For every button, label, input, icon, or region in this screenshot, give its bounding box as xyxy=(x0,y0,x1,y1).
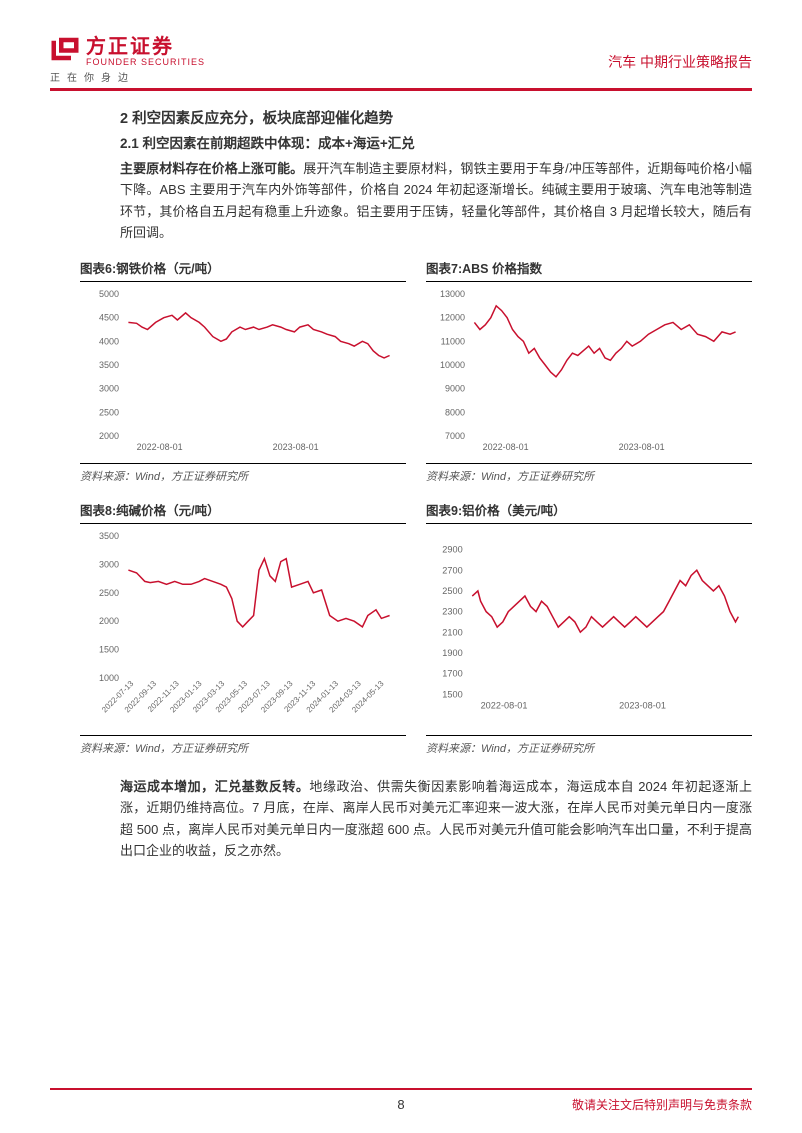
chart-divider xyxy=(80,523,406,524)
logo-text-cn: 方正证券 xyxy=(86,30,205,59)
svg-text:2300: 2300 xyxy=(442,606,462,616)
header-report-type: 汽车 中期行业策略报告 xyxy=(608,52,752,72)
svg-text:3000: 3000 xyxy=(99,559,119,569)
svg-text:3500: 3500 xyxy=(99,360,119,370)
svg-text:10000: 10000 xyxy=(440,360,465,370)
svg-text:2022-08-01: 2022-08-01 xyxy=(137,442,183,452)
chart-7-title: 图表7:ABS 价格指数 xyxy=(426,258,752,277)
svg-text:1000: 1000 xyxy=(99,673,119,683)
chart-8-block: 图表8:纯碱价格（元/吨） 10001500200025003000350020… xyxy=(80,500,406,766)
svg-text:1700: 1700 xyxy=(442,668,462,678)
footer-disclaimer: 敬请关注文后特别声明与免责条款 xyxy=(572,1096,752,1113)
svg-text:2023-08-01: 2023-08-01 xyxy=(273,442,319,452)
chart-6-title: 图表6:钢铁价格（元/吨） xyxy=(80,258,406,277)
page-header: 方正证券 FOUNDER SECURITIES 正在你身边 汽车 中期行业策略报… xyxy=(50,30,752,91)
chart-divider xyxy=(426,281,752,282)
chart-divider xyxy=(426,523,752,524)
logo-block: 方正证券 FOUNDER SECURITIES 正在你身边 xyxy=(50,30,205,84)
svg-text:3000: 3000 xyxy=(99,383,119,393)
svg-text:2000: 2000 xyxy=(99,431,119,441)
svg-text:2900: 2900 xyxy=(442,544,462,554)
charts-row-2: 图表8:纯碱价格（元/吨） 1000 1500 2000 2500 3000 3500 20… xyxy=(80,500,752,766)
chart-8-svg: 1000150020002500300035002022-07-132022-0… xyxy=(80,528,406,728)
svg-text:2500: 2500 xyxy=(442,586,462,596)
svg-text:12000: 12000 xyxy=(440,312,465,322)
page-footer: 8 敬请关注文后特别声明与免责条款 xyxy=(50,1088,752,1113)
chart-divider xyxy=(80,281,406,282)
chart-6-source: 资料来源：Wind，方正证券研究所 xyxy=(80,463,406,484)
svg-text:1500: 1500 xyxy=(99,644,119,654)
svg-text:8000: 8000 xyxy=(445,407,465,417)
paragraph-2: 海运成本增加，汇兑基数反转。地缘政治、供需失衡因素影响着海运成本，海运成本自 2… xyxy=(120,776,752,862)
chart-8-title: 图表8:纯碱价格（元/吨） xyxy=(80,500,406,519)
chart-6-svg: 2000 2500 3000 3500 4000 4500 5000 2022-08-01 20… xyxy=(80,286,406,456)
logo-text-en: FOUNDER SECURITIES xyxy=(86,57,205,67)
chart-9-block: 图表9:铝价格（美元/吨） 1500 1700 1900 2100 2300 2500 27… xyxy=(426,500,752,766)
svg-text:13000: 13000 xyxy=(440,289,465,299)
chart-9-title: 图表9:铝价格（美元/吨） xyxy=(426,500,752,519)
svg-text:4000: 4000 xyxy=(99,336,119,346)
chart-7-source: 资料来源：Wind，方正证券研究所 xyxy=(426,463,752,484)
page-number: 8 xyxy=(397,1097,404,1112)
chart-7-svg: 7000 8000 9000 10000 11000 12000 13000 2022-08-… xyxy=(426,286,752,456)
svg-text:2500: 2500 xyxy=(99,407,119,417)
paragraph-1-lead: 主要原材料存在价格上涨可能。 xyxy=(120,161,303,176)
svg-text:7000: 7000 xyxy=(445,431,465,441)
svg-text:2022-08-01: 2022-08-01 xyxy=(481,700,528,710)
subsection-title: 2.1 利空因素在前期超跌中体现：成本+海运+汇兑 xyxy=(120,132,752,152)
chart-9-source: 资料来源：Wind，方正证券研究所 xyxy=(426,735,752,756)
section-title: 2 利空因素反应充分，板块底部迎催化趋势 xyxy=(120,107,752,128)
paragraph-2-lead: 海运成本增加，汇兑基数反转。 xyxy=(120,779,309,794)
svg-text:9000: 9000 xyxy=(445,383,465,393)
svg-text:2023-08-01: 2023-08-01 xyxy=(619,700,666,710)
chart-9-svg: 1500 1700 1900 2100 2300 2500 2700 2900 2022-08-… xyxy=(426,528,752,728)
svg-text:2700: 2700 xyxy=(442,565,462,575)
svg-text:5000: 5000 xyxy=(99,289,119,299)
svg-text:2022-08-01: 2022-08-01 xyxy=(483,442,529,452)
chart-7-block: 图表7:ABS 价格指数 7000 8000 9000 10000 11000 12000… xyxy=(426,258,752,494)
chart-8-source: 资料来源：Wind，方正证券研究所 xyxy=(80,735,406,756)
svg-text:2100: 2100 xyxy=(442,627,462,637)
svg-text:1900: 1900 xyxy=(442,648,462,658)
svg-text:2500: 2500 xyxy=(99,588,119,598)
svg-text:4500: 4500 xyxy=(99,312,119,322)
svg-text:2023-08-01: 2023-08-01 xyxy=(619,442,665,452)
founder-logo-icon xyxy=(50,36,80,62)
chart-6-block: 图表6:钢铁价格（元/吨） 2000 2500 3000 3500 4000 4500 50… xyxy=(80,258,406,494)
svg-text:11000: 11000 xyxy=(441,336,465,346)
svg-text:1500: 1500 xyxy=(442,689,462,699)
logo-slogan: 正在你身边 xyxy=(50,69,205,84)
svg-text:3500: 3500 xyxy=(99,531,119,541)
charts-row-1: 图表6:钢铁价格（元/吨） 2000 2500 3000 3500 4000 4500 50… xyxy=(80,258,752,494)
paragraph-1: 主要原材料存在价格上涨可能。展开汽车制造主要原材料，钢铁主要用于车身/冲压等部件… xyxy=(120,158,752,244)
svg-text:2000: 2000 xyxy=(99,616,119,626)
